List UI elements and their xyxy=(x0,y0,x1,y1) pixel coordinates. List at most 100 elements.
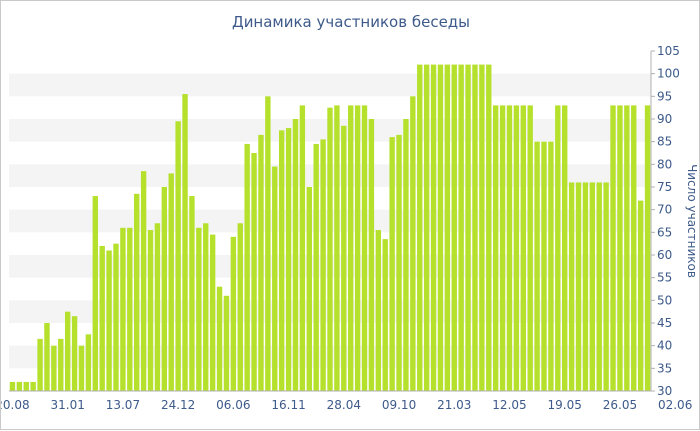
bar xyxy=(272,166,278,391)
bar xyxy=(417,64,423,391)
bar xyxy=(334,105,340,392)
bar xyxy=(375,230,382,391)
bar xyxy=(203,223,209,391)
bar xyxy=(499,105,506,392)
bar xyxy=(479,64,485,391)
bar xyxy=(85,334,92,391)
bar xyxy=(209,234,216,391)
x-tick-label: 20.08 xyxy=(1,398,30,412)
bar xyxy=(306,187,312,391)
bar xyxy=(71,316,78,391)
bar xyxy=(354,105,361,392)
bars-group xyxy=(9,64,651,392)
bar xyxy=(292,119,299,391)
bar xyxy=(596,182,602,391)
bar xyxy=(320,139,326,391)
bar xyxy=(506,105,513,392)
y-tick-label: 30 xyxy=(657,384,672,398)
bar xyxy=(244,143,250,391)
bar xyxy=(423,64,430,391)
y-tick-label: 65 xyxy=(657,225,672,239)
x-tick-label: 02.06 xyxy=(658,398,692,412)
bar xyxy=(237,223,243,391)
bar xyxy=(637,200,644,391)
bar xyxy=(58,338,64,391)
bar xyxy=(23,381,29,391)
bar xyxy=(458,64,464,391)
bar xyxy=(644,105,651,392)
y-tick-label: 75 xyxy=(657,180,672,194)
bar xyxy=(92,196,98,391)
y-tick-label: 40 xyxy=(657,339,672,353)
bar xyxy=(410,96,416,391)
bar xyxy=(492,105,499,392)
bar xyxy=(389,137,395,391)
bar xyxy=(120,227,126,391)
bar xyxy=(278,130,285,391)
bar xyxy=(37,338,43,391)
bar xyxy=(51,345,57,391)
bar xyxy=(313,143,319,391)
bar xyxy=(348,105,354,392)
bar xyxy=(113,243,119,391)
bar xyxy=(99,245,105,391)
bar xyxy=(251,153,257,391)
y-tick-label: 45 xyxy=(657,316,672,330)
bar xyxy=(265,96,271,391)
bar xyxy=(368,119,375,391)
bar xyxy=(534,141,540,391)
bar xyxy=(617,105,623,392)
bar xyxy=(64,311,71,391)
y-tick-label: 100 xyxy=(657,67,680,81)
bar xyxy=(472,64,478,391)
bar xyxy=(430,64,437,391)
bar xyxy=(223,295,230,391)
y-tick-label: 50 xyxy=(657,293,672,307)
x-tick-label: 21.03 xyxy=(437,398,471,412)
x-tick-label: 12.05 xyxy=(492,398,526,412)
bar xyxy=(341,125,347,392)
bar xyxy=(520,105,526,392)
y-tick-label: 85 xyxy=(657,135,672,149)
grid-band xyxy=(9,73,651,97)
bar xyxy=(106,250,112,391)
bar xyxy=(154,223,161,391)
y-ticks: 30 35 40 45 50 55 60 65 70 75 80 85 90 95 100 105 xyxy=(651,44,680,398)
bar xyxy=(568,182,575,391)
bar xyxy=(127,227,133,391)
x-tick-label: 13.07 xyxy=(106,398,140,412)
bar xyxy=(285,128,292,391)
y-tick-label: 90 xyxy=(657,112,672,126)
bar xyxy=(230,236,237,391)
bar xyxy=(396,134,402,391)
y-tick-label: 35 xyxy=(657,361,672,375)
bar xyxy=(216,286,223,391)
bar xyxy=(189,196,195,391)
bar xyxy=(444,64,451,391)
bar xyxy=(196,227,202,391)
bar xyxy=(575,182,582,391)
x-tick-label: 31.01 xyxy=(51,398,85,412)
y-tick-label: 95 xyxy=(657,89,672,103)
bar xyxy=(175,121,181,392)
y-tick-label: 60 xyxy=(657,248,672,262)
bar xyxy=(451,64,457,391)
bar xyxy=(78,345,85,391)
bar xyxy=(134,193,140,391)
bar xyxy=(382,239,388,391)
x-tick-label: 24.12 xyxy=(161,398,195,412)
bar xyxy=(30,381,36,391)
bar xyxy=(258,134,264,391)
bar xyxy=(631,105,637,392)
bar xyxy=(182,94,188,391)
x-tick-label: 19.05 xyxy=(548,398,582,412)
bar xyxy=(44,323,50,391)
bar xyxy=(486,64,492,391)
bar xyxy=(527,105,533,392)
y-tick-label: 105 xyxy=(657,44,680,58)
bar xyxy=(465,64,471,391)
y-tick-label: 55 xyxy=(657,271,672,285)
bar xyxy=(610,105,616,392)
